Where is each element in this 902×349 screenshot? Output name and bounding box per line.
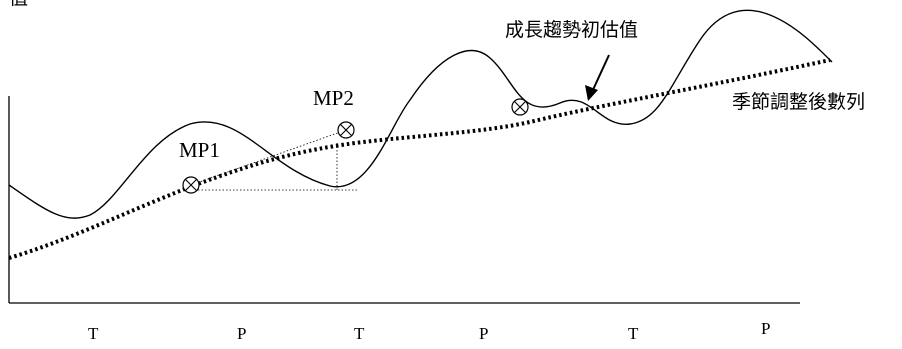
trend-pointer-arrow-icon — [585, 54, 610, 101]
x-tick-label: P — [479, 324, 489, 343]
mp2-label: MP2 — [313, 86, 354, 110]
trend-estimate-label: 成長趨勢初估值 — [505, 19, 639, 41]
mp1-to-mp2-dotted-line — [190, 129, 347, 186]
seasonally-adjusted-curve — [8, 9, 833, 219]
mp1-marker-icon — [182, 176, 200, 194]
x-tick-label: P — [761, 319, 771, 338]
x-tick-label: T — [628, 324, 639, 343]
corner-value-label: 值 — [9, 0, 28, 8]
x-tick-label: T — [88, 324, 99, 343]
mp2-marker-icon — [337, 121, 355, 139]
trend-estimate-dotted-curve — [8, 58, 831, 260]
seasonally-adjusted-label: 季節調整後數列 — [732, 91, 866, 113]
third-marker-icon — [511, 98, 529, 116]
mp1-label: MP1 — [179, 138, 220, 162]
x-tick-label: P — [237, 324, 247, 343]
x-tick-label: T — [354, 324, 365, 343]
